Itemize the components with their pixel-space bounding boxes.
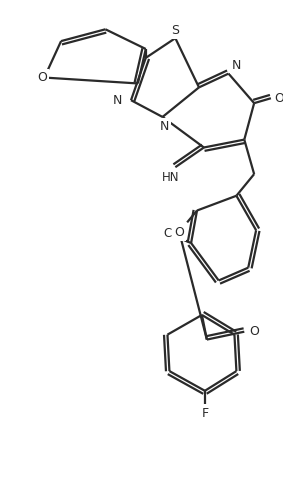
Text: Cl: Cl [164,227,175,240]
Text: HN: HN [162,170,179,184]
Text: N: N [232,59,241,72]
Text: F: F [201,407,209,420]
Text: O: O [37,71,47,84]
Text: O: O [274,92,283,105]
Text: O: O [174,226,184,239]
Text: N: N [113,94,122,107]
Text: N: N [160,120,169,133]
Text: O: O [249,325,259,338]
Text: S: S [171,24,179,37]
